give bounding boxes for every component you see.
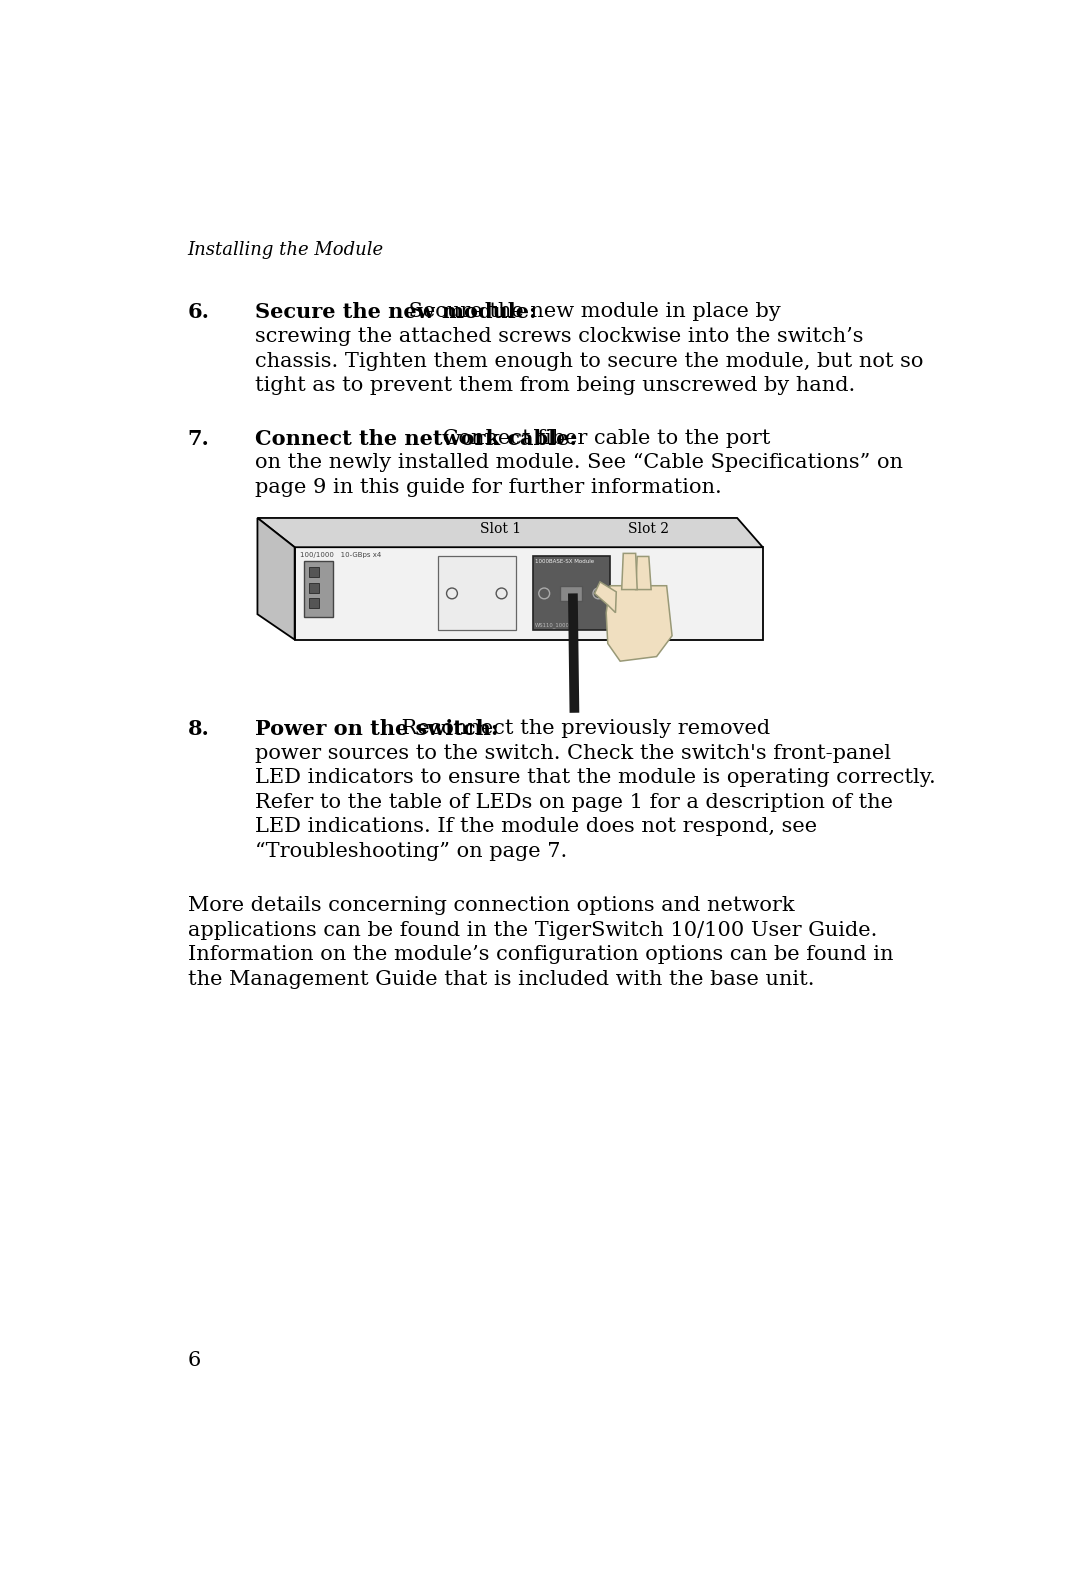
Polygon shape [622, 553, 637, 590]
Text: chassis. Tighten them enough to secure the module, but not so: chassis. Tighten them enough to secure t… [255, 352, 923, 371]
Text: Information on the module’s configuration options can be found in: Information on the module’s configuratio… [188, 945, 893, 964]
Text: More details concerning connection options and network: More details concerning connection optio… [188, 896, 794, 915]
Text: WS110_1000: WS110_1000 [535, 622, 570, 628]
Polygon shape [309, 567, 320, 578]
Text: tight as to prevent them from being unscrewed by hand.: tight as to prevent them from being unsc… [255, 377, 855, 396]
Text: Reconnect the previously removed: Reconnect the previously removed [394, 719, 770, 738]
Polygon shape [561, 586, 582, 601]
Text: page 9 in this guide for further information.: page 9 in this guide for further informa… [255, 477, 721, 498]
Text: screwing the attached screws clockwise into the switch’s: screwing the attached screws clockwise i… [255, 327, 864, 345]
Text: Connect fiber cable to the port: Connect fiber cable to the port [436, 429, 771, 447]
Text: LED indications. If the module does not respond, see: LED indications. If the module does not … [255, 818, 818, 837]
Polygon shape [595, 582, 617, 612]
Text: Connect the network cable:: Connect the network cable: [255, 429, 577, 449]
Text: 6: 6 [188, 1352, 201, 1371]
Polygon shape [309, 582, 320, 592]
Text: on the newly installed module. See “Cable Specifications” on: on the newly installed module. See “Cabl… [255, 454, 903, 473]
Polygon shape [303, 560, 334, 617]
Text: Installing the Module: Installing the Module [188, 240, 383, 259]
Polygon shape [636, 556, 651, 590]
Text: LED indicators to ensure that the module is operating correctly.: LED indicators to ensure that the module… [255, 768, 936, 787]
Polygon shape [257, 518, 762, 548]
Text: Secure the new module in place by: Secure the new module in place by [402, 303, 781, 322]
Text: 8.: 8. [188, 719, 210, 739]
Text: 100/1000   10-GBps x4: 100/1000 10-GBps x4 [300, 551, 381, 557]
Text: the Management Guide that is included with the base unit.: the Management Guide that is included wi… [188, 970, 814, 989]
Text: power sources to the switch. Check the switch's front-panel: power sources to the switch. Check the s… [255, 744, 891, 763]
Text: 1000BASE-SX Module: 1000BASE-SX Module [535, 559, 594, 564]
Text: Slot 2: Slot 2 [627, 521, 669, 535]
Text: 7.: 7. [188, 429, 210, 449]
Polygon shape [438, 556, 515, 631]
Polygon shape [532, 556, 610, 631]
Text: 6.: 6. [188, 303, 210, 322]
Text: Slot 1: Slot 1 [480, 521, 521, 535]
Polygon shape [606, 586, 672, 661]
Text: “Troubleshooting” on page 7.: “Troubleshooting” on page 7. [255, 842, 567, 862]
Polygon shape [309, 598, 320, 608]
Text: applications can be found in the TigerSwitch 10/100 User Guide.: applications can be found in the TigerSw… [188, 920, 877, 940]
Text: Refer to the table of LEDs on page 1 for a description of the: Refer to the table of LEDs on page 1 for… [255, 793, 893, 812]
Text: Secure the new module:: Secure the new module: [255, 303, 537, 322]
Polygon shape [257, 518, 295, 639]
Text: Power on the switch:: Power on the switch: [255, 719, 499, 739]
Polygon shape [295, 548, 762, 639]
